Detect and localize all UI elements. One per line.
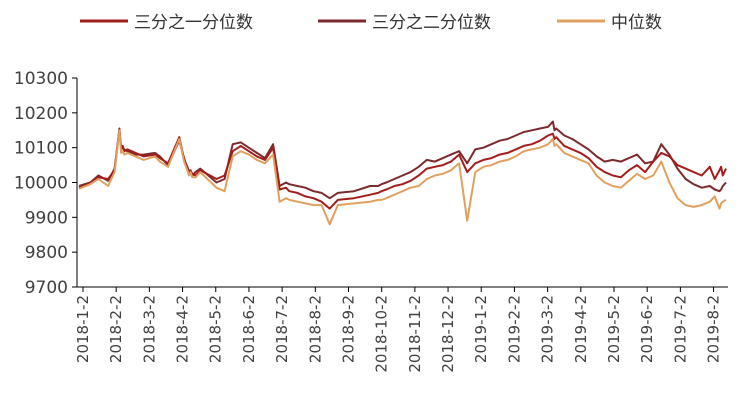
- y-tick-label: 10200: [14, 104, 68, 124]
- legend-label-0: 三分之一分位数: [134, 13, 253, 33]
- y-tick-label: 10100: [14, 139, 68, 159]
- y-tick-label: 10300: [14, 69, 68, 89]
- x-tick-label: 2019-2-2: [505, 295, 523, 363]
- x-axis: 2018-1-2 2018-2-2 2018-3-2 2018-4-2 2018-5-2…: [74, 286, 728, 373]
- x-tick-label: 2018-3-2: [140, 295, 158, 363]
- series-line-1: [78, 120, 727, 200]
- x-tick-label: 2019-8-2: [705, 295, 723, 363]
- x-tick-label: 2019-7-2: [671, 295, 689, 363]
- x-tick-label: 2018-10-2: [373, 295, 391, 373]
- legend-label-1: 三分之二分位数: [372, 13, 491, 33]
- x-tick-label: 2018-5-2: [207, 295, 225, 363]
- x-tick-label: 2018-7-2: [273, 295, 291, 363]
- y-tick-label: 10000: [14, 174, 68, 194]
- legend-label-2: 中位数: [611, 13, 662, 33]
- series-line-0: [78, 127, 727, 210]
- x-tick-label: 2018-9-2: [339, 295, 357, 363]
- x-tick-label: 2018-8-2: [306, 295, 324, 363]
- y-tick-label: 9700: [25, 278, 68, 298]
- legend: 三分之一分位数 三分之二分位数 中位数: [80, 13, 662, 33]
- x-tick-label: 2019-1-2: [472, 295, 490, 363]
- x-tick-label: 2019-3-2: [539, 295, 557, 363]
- x-tick-label: 2019-5-2: [605, 295, 623, 363]
- y-axis: 9700 9800 9900 10000 10100 10200 10300: [14, 69, 78, 298]
- x-tick-label: 2019-6-2: [638, 295, 656, 363]
- x-tick-label: 2018-1-2: [74, 295, 92, 363]
- y-tick-label: 9900: [25, 208, 68, 228]
- x-tick-label: 2018-12-2: [439, 295, 457, 373]
- x-tick-label: 2018-4-2: [174, 295, 192, 363]
- series-line-2: [78, 129, 727, 226]
- series-group: [78, 120, 727, 226]
- y-tick-label: 9800: [25, 243, 68, 263]
- x-tick-label: 2018-6-2: [240, 295, 258, 363]
- x-tick-label: 2019-4-2: [572, 295, 590, 363]
- x-tick-label: 2018-2-2: [107, 295, 125, 363]
- x-tick-label: 2018-11-2: [406, 295, 424, 373]
